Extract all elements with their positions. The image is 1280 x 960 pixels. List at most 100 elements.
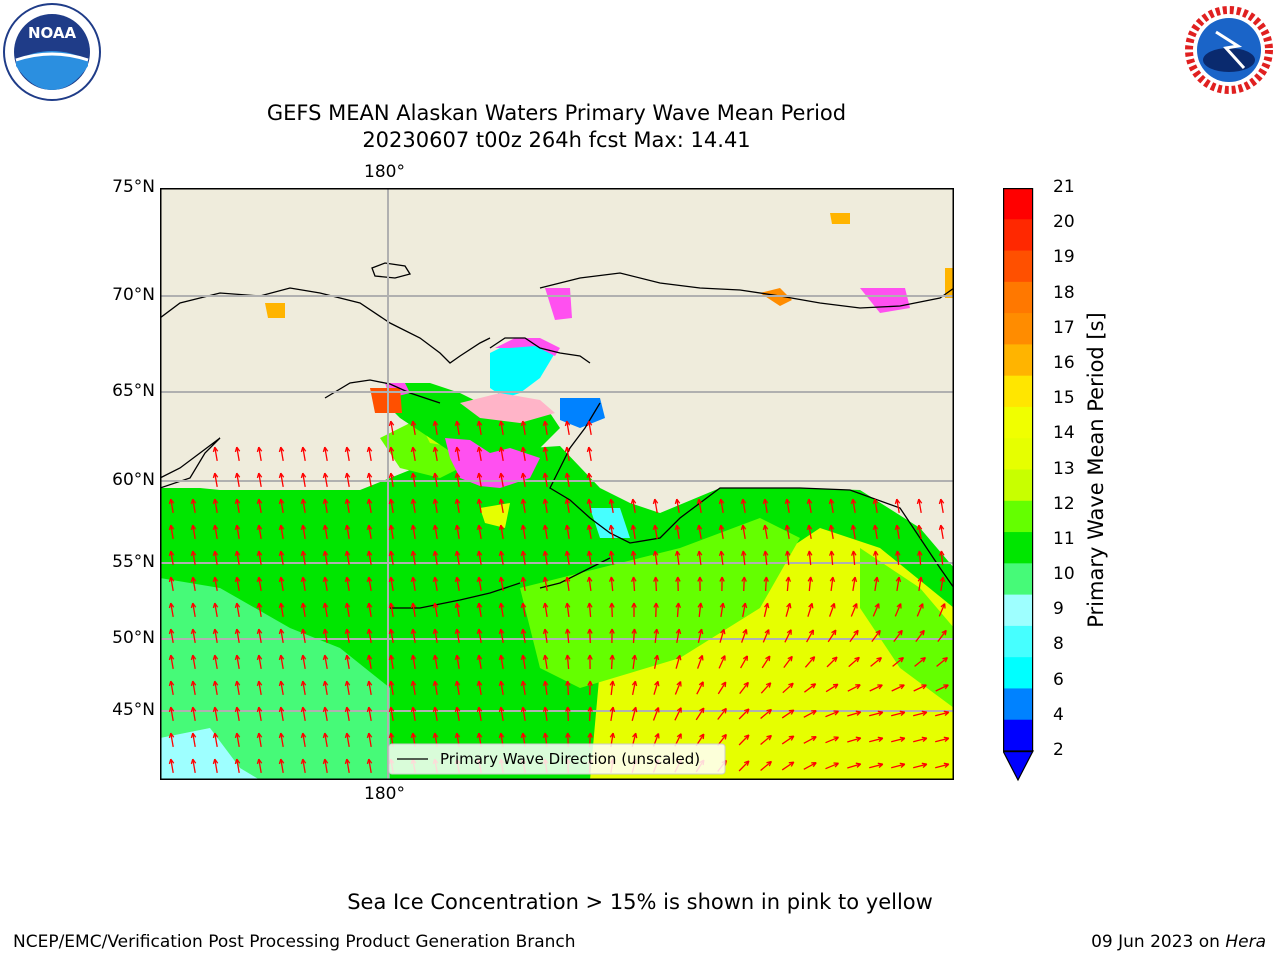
wave-arrow bbox=[871, 630, 881, 642]
wave-arrow bbox=[588, 706, 592, 722]
wave-arrow bbox=[808, 524, 812, 540]
wave-arrow bbox=[456, 550, 460, 566]
wave-arrow bbox=[346, 472, 350, 488]
wave-arrow bbox=[170, 706, 174, 722]
wave-arrow bbox=[170, 732, 174, 748]
wave-arrow bbox=[434, 602, 438, 618]
wave-arrow-head bbox=[388, 420, 395, 427]
wave-arrow bbox=[676, 551, 680, 565]
wave-arrow bbox=[302, 550, 306, 566]
wave-arrow bbox=[324, 498, 328, 514]
wave-arrow bbox=[632, 628, 636, 644]
wave-arrow bbox=[522, 550, 526, 566]
wave-arrow-head bbox=[322, 576, 329, 583]
wave-arrow bbox=[544, 420, 548, 436]
wave-arrow-head bbox=[630, 550, 637, 556]
wave-arrow-head bbox=[697, 602, 704, 609]
wave-arrow-head bbox=[855, 684, 861, 690]
wave-arrow bbox=[434, 472, 438, 488]
wave-arrow bbox=[170, 576, 174, 592]
wave-arrow bbox=[346, 680, 350, 696]
wave-arrow bbox=[544, 707, 548, 721]
wave-arrow-head bbox=[278, 472, 285, 479]
wave-arrow bbox=[478, 446, 482, 462]
wave-arrow-head bbox=[920, 656, 926, 663]
wave-arrow-head bbox=[476, 420, 483, 427]
wave-arrow-head bbox=[168, 524, 175, 531]
wave-arrow bbox=[192, 524, 196, 540]
wave-arrow bbox=[214, 498, 218, 514]
wave-arrow-head bbox=[344, 654, 351, 661]
wave-arrow-head bbox=[809, 656, 816, 662]
wave-arrow-head bbox=[542, 550, 549, 557]
colorbar-tick-label: 8 bbox=[1053, 634, 1064, 655]
wave-arrow-head bbox=[322, 680, 329, 687]
wave-arrow-head bbox=[762, 498, 769, 505]
colorbar-tick-label: 14 bbox=[1053, 423, 1075, 444]
wave-arrow-head bbox=[432, 576, 439, 583]
wave-arrow bbox=[850, 603, 858, 617]
wave-arrow-head bbox=[234, 550, 241, 557]
wave-arrow bbox=[870, 657, 882, 667]
wave-arrow bbox=[258, 472, 262, 488]
wave-arrow-head bbox=[943, 684, 949, 690]
wave-arrow-head bbox=[410, 446, 417, 453]
wave-arrow-head bbox=[388, 446, 395, 453]
wave-arrow-head bbox=[943, 762, 950, 768]
wave-arrow bbox=[718, 655, 726, 669]
wave-arrow-head bbox=[586, 446, 593, 453]
lat-label-45: 45°N bbox=[112, 700, 155, 720]
wave-arrow bbox=[346, 498, 350, 514]
wave-arrow-head bbox=[810, 683, 817, 689]
wave-arrow-head bbox=[631, 602, 637, 608]
wave-arrow-head bbox=[234, 472, 241, 479]
wave-arrow-head bbox=[899, 762, 906, 768]
wave-arrow-head bbox=[322, 654, 329, 661]
wave-arrow-head bbox=[366, 446, 373, 453]
wave-arrow bbox=[346, 706, 350, 722]
wave-arrow-head bbox=[322, 602, 329, 609]
wave-arrow bbox=[738, 760, 750, 772]
wave-arrow-head bbox=[278, 576, 285, 583]
wave-arrow-head bbox=[587, 654, 593, 660]
wave-arrow-head bbox=[762, 524, 769, 531]
wave-arrow-head bbox=[895, 576, 902, 583]
wave-arrow bbox=[891, 711, 905, 717]
wave-arrow bbox=[848, 656, 860, 668]
wave-arrow bbox=[280, 602, 284, 618]
wave-arrow-head bbox=[234, 628, 241, 635]
wave-arrow-head bbox=[498, 420, 505, 427]
wave-arrow bbox=[500, 576, 504, 592]
wave-arrow bbox=[698, 602, 702, 618]
wave-arrow bbox=[654, 498, 658, 514]
wave-arrow bbox=[346, 628, 350, 644]
wave-arrow-head bbox=[212, 576, 219, 583]
wave-arrow bbox=[236, 576, 240, 592]
wave-arrow-head bbox=[740, 498, 747, 505]
wave-arrow bbox=[192, 602, 196, 618]
wave-arrow-head bbox=[432, 706, 439, 713]
wave-arrow-head bbox=[831, 629, 837, 636]
wave-arrow-head bbox=[410, 576, 417, 583]
wave-arrow-head bbox=[410, 680, 417, 687]
wave-arrow-head bbox=[190, 706, 197, 713]
wave-arrow-head bbox=[872, 524, 879, 531]
wave-arrow-head bbox=[811, 736, 817, 742]
wave-arrow bbox=[522, 420, 526, 436]
wave-arrow-head bbox=[939, 576, 946, 583]
nws-logo bbox=[1180, 2, 1278, 98]
wave-arrow-head bbox=[388, 654, 395, 661]
wave-arrow bbox=[390, 446, 394, 462]
wave-arrow bbox=[803, 762, 817, 770]
wave-arrow-head bbox=[300, 550, 307, 557]
wave-arrow-head bbox=[653, 628, 660, 635]
wave-arrow bbox=[390, 680, 394, 696]
wave-arrow-head bbox=[652, 498, 659, 505]
wave-arrow bbox=[368, 550, 372, 566]
wave-arrow bbox=[544, 681, 548, 695]
wave-arrow-head bbox=[899, 736, 906, 742]
wave-arrow-head bbox=[542, 732, 549, 738]
wave-arrow-head bbox=[697, 576, 703, 582]
wave-arrow bbox=[874, 576, 878, 592]
wave-arrow-head bbox=[234, 524, 241, 531]
